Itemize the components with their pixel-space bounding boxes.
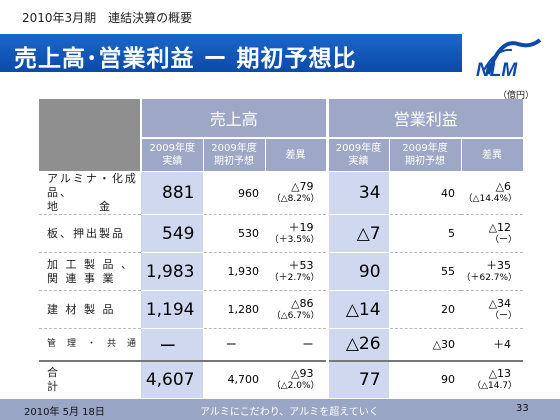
sales-plan: 530 <box>203 214 265 253</box>
subheader-sales-diff: 差異 <box>265 138 329 172</box>
sales-plan: 1,280 <box>203 290 265 329</box>
sales-actual: 1,983 <box>141 252 204 291</box>
sales-actual: 1,194 <box>141 290 204 329</box>
op-plan: △30 <box>389 328 462 361</box>
page-title: 売上高･営業利益 ー 期初予想比 <box>14 46 357 72</box>
sales-actual: 881 <box>141 171 204 215</box>
total-sales-actual: 4,607 <box>141 359 204 398</box>
op-diff: △6 （△14.4%） <box>461 171 524 215</box>
total-op-actual: 77 <box>325 359 390 398</box>
footer-bar: 2010年 5月 18日 アルミにこだわり、アルミを超えていく 33 <box>0 399 560 420</box>
op-plan: 5 <box>389 214 462 253</box>
nlm-logo: NLM <box>466 34 548 86</box>
group-header-operating-income: 営業利益 <box>327 99 524 139</box>
subheader-op-diff: 差異 <box>461 138 524 172</box>
op-actual: △7 <box>325 214 390 253</box>
table-row: 管 理 ・ 共 通 ー ー ー △26 △30 ＋4 <box>39 328 524 361</box>
op-plan: 20 <box>389 290 462 329</box>
results-table: 売上高 営業利益 2009年度 実績 2009年度 期初予想 差異 2009年度 実績… <box>39 99 524 398</box>
row-label: 建 材 製 品 <box>39 290 141 329</box>
report-subtitle: 2010年3月期 連結決算の概要 <box>22 11 193 25</box>
table-row: アルミナ・化成品、地 金 881 960 △79 （△8.2%） 34 40 △6… <box>39 171 524 215</box>
subheader-sales-plan: 2009年度 期初予想 <box>203 138 266 172</box>
op-actual: △26 <box>325 328 390 361</box>
sales-diff: ー <box>265 328 328 361</box>
table-row: 加 工 製 品 、関 連 事 業 1,983 1,930 ＋53 （＋2.7%） … <box>39 252 524 291</box>
op-plan: 55 <box>389 252 462 291</box>
table-row: 板、押出製品 549 530 ＋19 （＋3.5%） △7 5 △12 （ー） <box>39 214 524 253</box>
sales-diff: ＋53 （＋2.7%） <box>265 252 328 291</box>
table-row: 建 材 製 品 1,194 1,280 △86 （△6.7%） △14 20 △3… <box>39 290 524 329</box>
total-op-plan: 90 <box>389 359 462 398</box>
sales-diff: △79 （△8.2%） <box>265 171 328 215</box>
sales-diff: △86 （△6.7%） <box>265 290 328 329</box>
sales-plan: ー <box>203 328 265 361</box>
sales-plan: 960 <box>203 171 265 215</box>
row-label: 板、押出製品 <box>39 214 141 253</box>
table-corner <box>39 99 142 172</box>
footer-slogan: アルミにこだわり、アルミを超えていく <box>200 407 379 418</box>
total-sales-diff: △93 （△2.0%） <box>265 359 328 398</box>
op-diff: △34 （ー） <box>461 290 524 329</box>
row-label: 加 工 製 品 、関 連 事 業 <box>39 252 141 291</box>
op-diff: △12 （ー） <box>461 214 524 253</box>
subheader-op-actual: 2009年度 実績 <box>327 138 390 172</box>
page-number: 33 <box>516 403 529 414</box>
subheader-op-plan: 2009年度 期初予想 <box>389 138 462 172</box>
op-diff: ＋4 <box>461 328 524 361</box>
sales-plan: 1,930 <box>203 252 265 291</box>
sales-diff: ＋19 （＋3.5%） <box>265 214 328 253</box>
group-header-sales: 売上高 <box>141 99 329 139</box>
total-op-diff: △13 （△14.7） <box>461 359 524 398</box>
op-diff: ＋35 （＋62.7%） <box>461 252 524 291</box>
unit-label: （億円） <box>498 91 535 101</box>
total-row: 合 計 4,607 4,700 △93 （△2.0%） 77 90 △13 （△14… <box>39 359 524 398</box>
footer-date: 2010年 5月 18日 <box>24 407 105 418</box>
logo-text: NLM <box>476 60 518 81</box>
sales-actual: 549 <box>141 214 204 253</box>
sales-actual: ー <box>141 328 204 361</box>
total-label: 合 計 <box>39 359 149 398</box>
subheader-sales-actual: 2009年度 実績 <box>141 138 204 172</box>
op-actual: 34 <box>325 171 390 215</box>
op-actual: 90 <box>325 252 390 291</box>
op-actual: △14 <box>325 290 390 329</box>
title-bar: 売上高･営業利益 ー 期初予想比 <box>0 34 462 72</box>
row-label: 管 理 ・ 共 通 <box>39 328 141 361</box>
total-sales-plan: 4,700 <box>203 359 265 398</box>
op-plan: 40 <box>389 171 462 215</box>
row-label: アルミナ・化成品、地 金 <box>39 171 141 215</box>
